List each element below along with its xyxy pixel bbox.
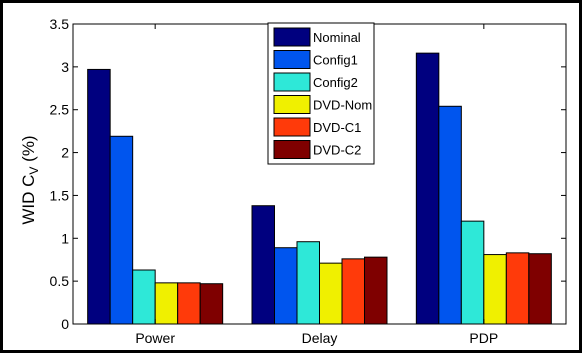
- bar-dvd-nom-power: [154, 282, 179, 325]
- y-axis-label: WID CV (%): [19, 135, 41, 224]
- y-tick-label: 3: [61, 59, 69, 75]
- x-tick-label-delay: Delay: [302, 330, 338, 346]
- x-tick-label-pdp: PDP: [469, 330, 498, 346]
- y-tick-label: 0: [61, 316, 69, 332]
- legend-swatch-dvd-c2: [273, 140, 311, 159]
- y-tick-label: 1.5: [50, 187, 70, 203]
- legend-label-nominal: Nominal: [313, 30, 361, 45]
- bar-config1-delay: [274, 247, 298, 325]
- bar-config2-delay: [296, 241, 320, 325]
- bars-group: [87, 52, 552, 325]
- legend-label-dvd-c1: DVD-C1: [313, 120, 361, 135]
- bar-dvd-c1-power: [177, 282, 201, 325]
- bar-dvd-c2-delay: [364, 256, 388, 325]
- bar-nominal-pdp: [415, 52, 440, 325]
- bar-nominal-power: [87, 68, 111, 325]
- legend-swatch-dvd-c1: [273, 117, 311, 137]
- bar-nominal-delay: [251, 205, 275, 325]
- y-tick-label: 3.5: [50, 16, 70, 32]
- x-tick-label-power: Power: [135, 330, 175, 346]
- legend-label-config2: Config2: [313, 75, 358, 90]
- y-tick-label: 0.5: [50, 273, 70, 289]
- bar-dvd-c1-delay: [341, 258, 365, 325]
- bar-dvd-c1-pdp: [505, 252, 530, 325]
- bar-config1-power: [109, 135, 134, 325]
- legend-swatch-dvd-nom: [273, 95, 311, 114]
- bar-config2-pdp: [460, 220, 485, 325]
- y-axis: 0 0.5 1 1.5 2 2.5 3 3.5: [50, 16, 566, 332]
- bar-dvd-nom-delay: [319, 262, 343, 325]
- y-tick-label: 1: [61, 230, 69, 246]
- legend-swatch-config2: [273, 72, 311, 92]
- bar-config1-pdp: [438, 105, 462, 325]
- y-tick-label: 2: [61, 145, 69, 161]
- legend-swatch-nominal: [273, 27, 311, 47]
- y-tick-label: 2.5: [50, 102, 70, 118]
- legend-label-dvd-nom: DVD-Nom: [313, 98, 372, 113]
- bar-dvd-nom-pdp: [483, 254, 507, 325]
- x-axis: Power Delay PDP: [135, 24, 498, 346]
- legend-label-dvd-c2: DVD-C2: [313, 143, 361, 158]
- bar-config2-power: [132, 269, 156, 325]
- bar-dvd-c2-power: [199, 283, 224, 325]
- legend-label-config1: Config1: [313, 53, 358, 68]
- bar-dvd-c2-pdp: [528, 253, 552, 325]
- legend-swatch-config1: [273, 50, 311, 69]
- legend: Nominal Config1 Config2 DVD-Nom DVD-C1 DVD-C2: [267, 22, 375, 165]
